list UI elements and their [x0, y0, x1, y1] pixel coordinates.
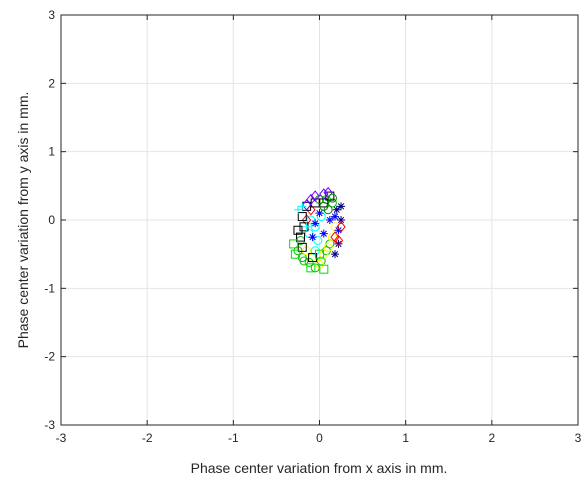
y-tick-label: 3: [48, 8, 55, 22]
data-point-square: [296, 232, 306, 242]
data-point-square: [306, 263, 316, 273]
x-tick-label: -2: [142, 431, 153, 445]
data-point-star: [331, 250, 340, 259]
data-point-circle: [323, 205, 333, 215]
data-point-circle: [304, 229, 314, 239]
data-point-circle: [327, 232, 337, 242]
data-point-square: [293, 225, 303, 235]
x-tick-label: -1: [228, 431, 239, 445]
data-point-square: [297, 212, 307, 222]
y-tick-label: 2: [48, 76, 55, 90]
data-points: [289, 186, 346, 274]
data-point-circle: [313, 236, 323, 245]
y-axis-label: Phase center variation from y axis in mm…: [15, 92, 31, 349]
data-point-square: [289, 239, 299, 249]
data-point-star: [308, 233, 317, 242]
data-point-diamond: [310, 190, 320, 202]
data-point-star: [334, 239, 343, 248]
data-point-circle: [315, 195, 324, 204]
y-tick-label: -1: [44, 281, 55, 295]
x-tick-label: 2: [488, 431, 495, 445]
x-tick-label: -3: [56, 431, 67, 445]
data-point-star: [325, 216, 334, 224]
data-point-star: [337, 202, 346, 211]
data-point-diamond: [330, 231, 340, 243]
y-tick-label: 1: [48, 145, 55, 159]
data-point-star: [319, 229, 328, 238]
data-point-plus: [293, 205, 302, 214]
data-point-star: [331, 212, 340, 221]
data-point-circle: [323, 242, 333, 252]
data-point-star: [337, 216, 346, 224]
data-point-square: [319, 264, 329, 274]
data-point-star: [311, 219, 320, 228]
axis-ticks: -3 -2 -1 0 1 2 3 -3 -2 -1 0 1 2 3: [44, 8, 581, 445]
x-axis-label: Phase center variation from x axis in mm…: [191, 460, 448, 476]
data-point-star: [334, 226, 343, 235]
data-point-circle: [304, 257, 314, 267]
data-point-square: [290, 249, 300, 259]
data-point-circle: [299, 256, 309, 266]
data-point-circle: [316, 212, 326, 222]
data-point-star: [315, 209, 324, 218]
x-tick-label: 3: [575, 431, 582, 445]
data-point-plus: [302, 222, 311, 231]
x-tick-label: 0: [316, 431, 323, 445]
data-point-star: [332, 205, 341, 214]
data-point-plus: [298, 202, 307, 211]
data-point-diamond: [301, 199, 312, 211]
data-point-circle: [330, 222, 340, 232]
y-tick-label: 0: [48, 213, 55, 227]
data-point-diamond: [306, 193, 316, 206]
data-point-square: [297, 242, 307, 252]
y-tick-label: -2: [44, 350, 55, 364]
data-point-circle: [327, 193, 337, 203]
data-point-diamond: [333, 234, 344, 247]
y-tick-label: -3: [44, 418, 55, 432]
data-point-square: [308, 253, 318, 263]
data-point-square: [315, 249, 324, 259]
data-point-diamond: [336, 221, 346, 233]
x-tick-label: 1: [402, 431, 409, 445]
